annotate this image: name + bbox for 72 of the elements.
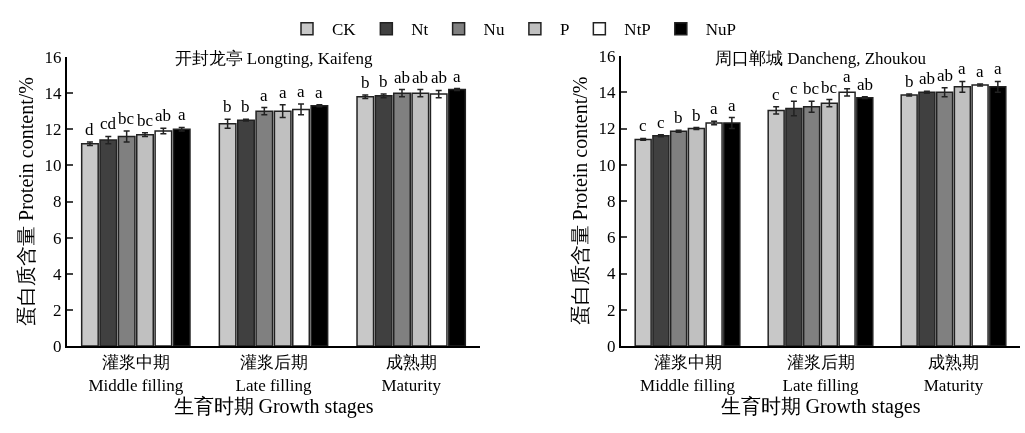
chart-title: 开封龙亭 Longting, Kaifeng: [174, 48, 373, 68]
legend-label: CK: [332, 20, 357, 40]
data-label: c: [639, 116, 647, 135]
y-tick-label: 12: [598, 119, 616, 139]
y-axis-title: 蛋白质含量 Protein content/%: [568, 76, 591, 326]
data-label: ab: [937, 66, 954, 85]
y-tick-label: 8: [53, 192, 62, 212]
data-label: ab: [412, 68, 429, 87]
data-label: b: [223, 97, 232, 116]
data-label: a: [958, 59, 966, 78]
y-tick-label: 10: [598, 155, 616, 175]
data-label: a: [710, 99, 718, 118]
y-tick-label: 16: [44, 47, 62, 67]
chart-title: 周口郸城 Dancheng, Zhoukou: [714, 48, 927, 68]
x-tick-label: 灌浆中期 Middle filling: [88, 353, 184, 395]
legend-label: Nu: [483, 20, 505, 40]
y-tick-label: 0: [53, 336, 62, 356]
y-tick-label: 6: [607, 228, 616, 248]
x-axis-title: 生育时期 Growth stages: [173, 394, 374, 418]
y-tick-label: 0: [607, 336, 616, 356]
x-tick-label: 灌浆后期 Late filling: [782, 353, 859, 395]
y-tick-label: 14: [44, 84, 63, 104]
data-label: c: [657, 113, 665, 132]
x-tick-label: 灌浆后期 Late filling: [235, 353, 312, 395]
data-label: a: [260, 86, 268, 105]
data-label: ab: [155, 106, 172, 125]
data-label: a: [728, 96, 736, 115]
y-tick-label: 12: [44, 120, 62, 140]
data-label: b: [379, 72, 388, 91]
data-label: d: [85, 120, 94, 139]
data-label: b: [361, 73, 370, 92]
y-axis-title: 蛋白质含量 Protein content/%: [14, 77, 37, 326]
data-label: a: [843, 67, 851, 86]
legend-label: NuP: [705, 20, 737, 40]
data-label: a: [279, 83, 287, 102]
data-label: ab: [857, 75, 874, 94]
data-label: cd: [100, 114, 117, 133]
y-tick-label: 6: [53, 228, 62, 248]
data-label: a: [453, 67, 461, 86]
y-tick-label: 14: [598, 83, 617, 103]
x-axis-title: 生育时期 Growth stages: [720, 394, 921, 418]
x-tick-label: 成熟期 Maturity: [381, 353, 442, 395]
data-label: bc: [821, 78, 838, 97]
legend-label: Nt: [411, 20, 429, 40]
data-label: b: [674, 108, 683, 127]
data-label: a: [178, 105, 186, 124]
data-label: c: [790, 79, 798, 98]
data-label: a: [976, 62, 984, 81]
y-tick-label: 2: [53, 300, 62, 320]
data-label: ab: [394, 68, 411, 87]
y-tick-label: 4: [607, 264, 617, 284]
data-label: b: [241, 97, 250, 116]
legend-label: NtP: [624, 20, 651, 40]
data-label: c: [772, 85, 780, 104]
data-label: bc: [118, 109, 135, 128]
y-tick-label: 2: [607, 300, 616, 320]
y-tick-label: 4: [53, 264, 63, 284]
data-label: b: [692, 106, 701, 125]
data-label: bc: [803, 79, 820, 98]
data-label: ab: [919, 69, 936, 88]
data-label: bc: [137, 111, 154, 130]
data-label: b: [905, 72, 914, 91]
legend-label: P: [559, 20, 570, 40]
y-tick-label: 16: [598, 46, 616, 66]
data-label: ab: [431, 68, 448, 87]
x-tick-label: 灌浆中期 Middle filling: [640, 353, 736, 395]
data-label: a: [994, 59, 1002, 78]
data-label: a: [315, 83, 323, 102]
x-tick-label: 成熟期 Maturity: [923, 353, 984, 395]
data-label: a: [297, 82, 305, 101]
y-tick-label: 10: [44, 156, 62, 176]
y-tick-label: 8: [607, 191, 616, 211]
